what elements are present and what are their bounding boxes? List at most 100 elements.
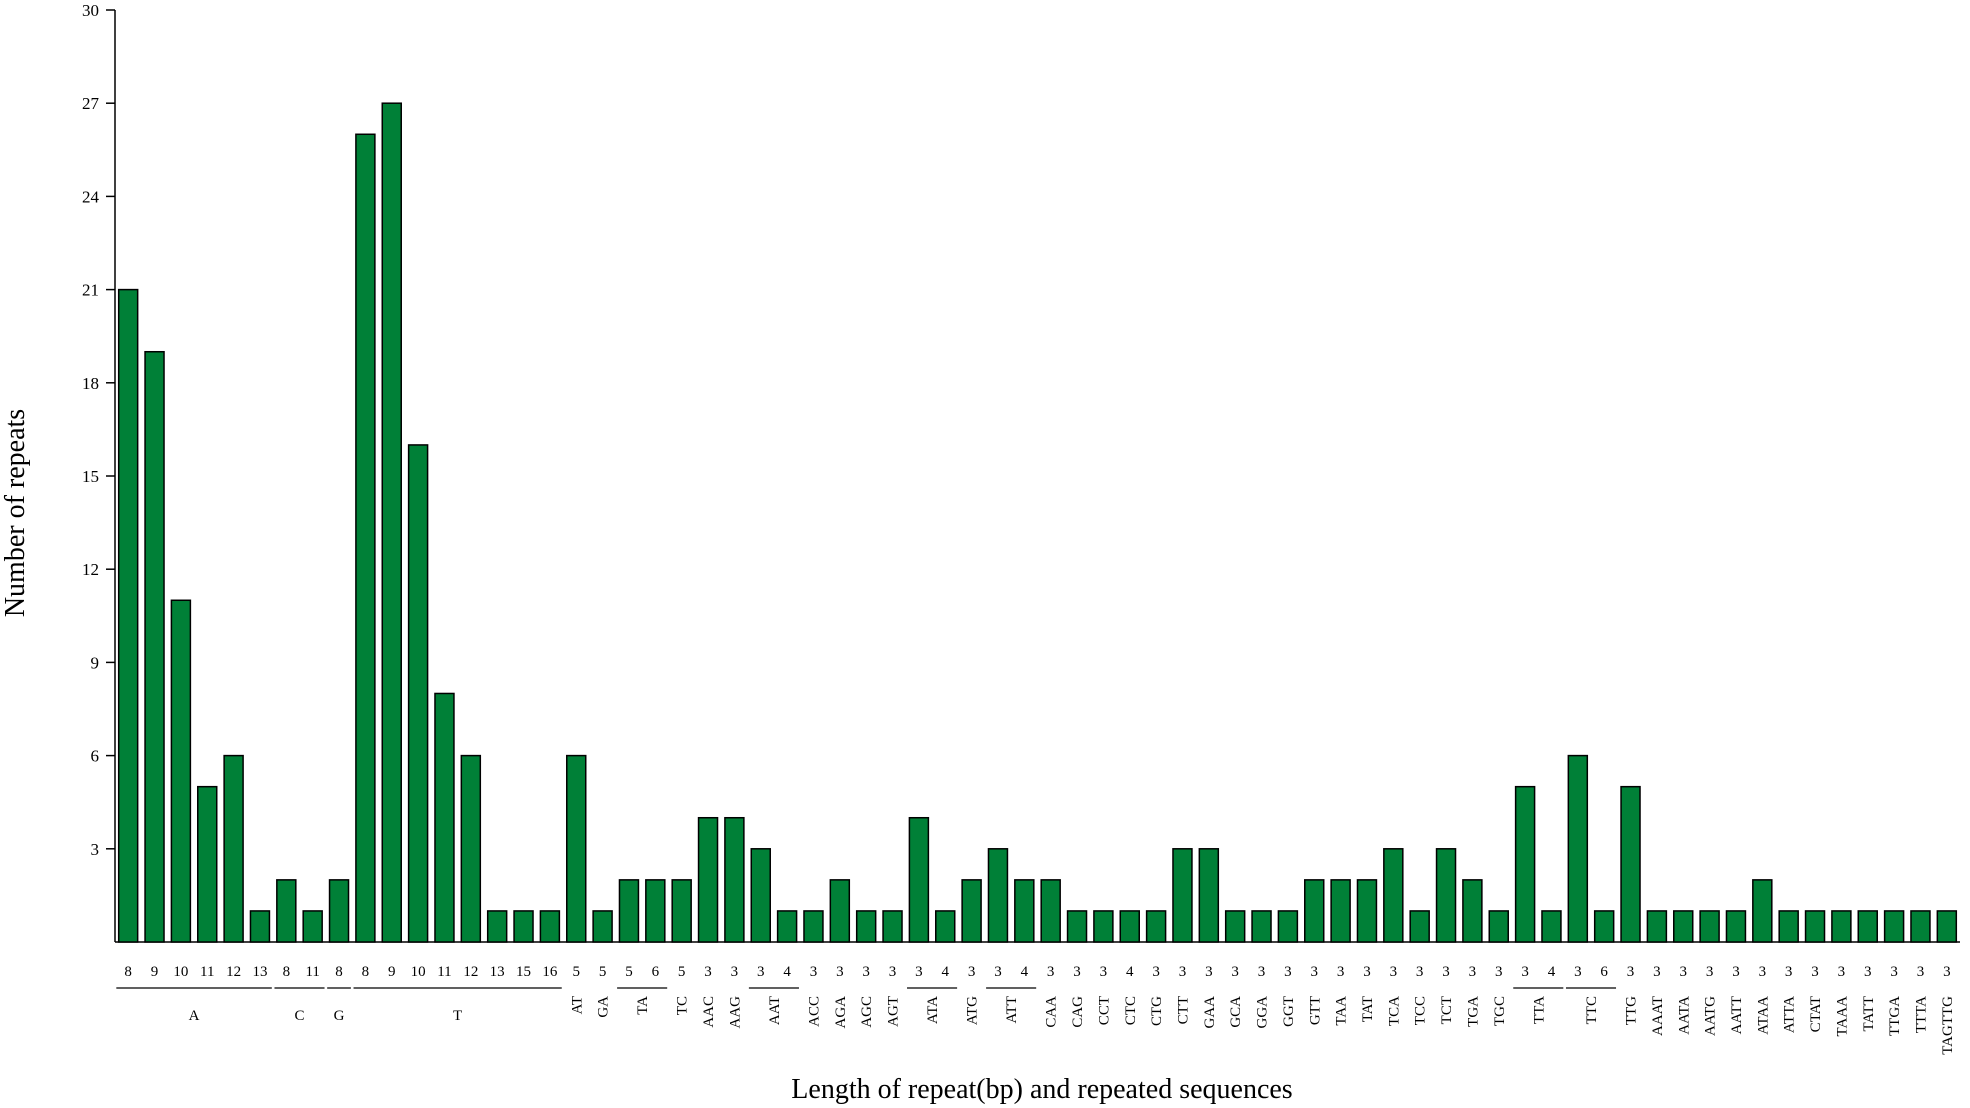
- bar: [381, 102, 402, 943]
- sequence-label: TCA: [1386, 996, 1402, 1026]
- bar: [1304, 879, 1325, 943]
- repeat-length-label: 3: [889, 964, 897, 980]
- bar: [935, 910, 956, 943]
- bar: [539, 910, 561, 943]
- repeat-length-label: 3: [1442, 964, 1450, 980]
- sequence-label: AATG: [1703, 996, 1719, 1036]
- repeat-length-label: 3: [1495, 964, 1503, 980]
- repeat-length-label: 3: [1284, 964, 1292, 980]
- repeat-length-label: 10: [173, 964, 188, 980]
- bar: [460, 754, 482, 943]
- sequence-label: TAT: [1360, 996, 1376, 1022]
- repeat-length-label: 3: [862, 964, 870, 980]
- sequence-label: TGA: [1465, 996, 1481, 1027]
- bar: [645, 879, 666, 943]
- repeat-length-label: 3: [1706, 964, 1714, 980]
- sequence-label: GTT: [1307, 996, 1323, 1025]
- sequence-label: CCT: [1096, 996, 1112, 1025]
- bar: [407, 444, 429, 943]
- y-ticks: 3 6 9 12 15 18 21 24 27 30: [82, 1, 115, 859]
- bar: [1778, 910, 1799, 943]
- sequence-label: TAA: [1334, 996, 1350, 1026]
- repeat-length-label: 4: [1548, 964, 1556, 980]
- repeat-length-label: 3: [1047, 964, 1055, 980]
- sequence-label: GGT: [1281, 996, 1297, 1027]
- repeat-length-label: 11: [437, 964, 451, 980]
- bar: [1857, 910, 1878, 943]
- repeat-length-label: 5: [573, 964, 581, 980]
- bar: [486, 910, 508, 943]
- repeat-length-label: 16: [542, 964, 558, 980]
- repeat-length-label: 3: [1311, 964, 1319, 980]
- repeat-length-label: 3: [1390, 964, 1398, 980]
- bar: [1040, 879, 1061, 943]
- repeat-length-label: 3: [1469, 964, 1477, 980]
- y-tick-label: 6: [91, 747, 100, 766]
- bar: [197, 785, 218, 943]
- bar: [1435, 848, 1457, 943]
- repeat-length-label: 5: [625, 964, 633, 980]
- sequence-label: TAAA: [1834, 996, 1850, 1037]
- sequence-label: AAAT: [1650, 996, 1666, 1036]
- bar: [1831, 910, 1852, 943]
- sequence-label: AGC: [859, 996, 875, 1028]
- sequence-label: AATT: [1729, 996, 1745, 1034]
- sequence-label: TTA: [1531, 996, 1547, 1024]
- bar: [1646, 910, 1668, 943]
- sequence-label: TTG: [1624, 996, 1640, 1025]
- bar: [1883, 910, 1905, 943]
- repeat-length-label: 3: [1811, 964, 1819, 980]
- bar: [1541, 910, 1562, 943]
- bar: [1910, 910, 1931, 943]
- repeat-length-label: 8: [124, 964, 132, 980]
- bar: [249, 910, 271, 943]
- repeat-length-label: 3: [1073, 964, 1081, 980]
- sequence-label: AGA: [833, 996, 849, 1029]
- bar: [1224, 910, 1246, 943]
- bar: [724, 816, 745, 943]
- sequence-label: CAG: [1070, 996, 1086, 1028]
- repeat-length-label: 12: [226, 964, 241, 980]
- sequence-label: AATA: [1676, 996, 1692, 1035]
- repeat-length-label: 12: [463, 964, 478, 980]
- bar: [987, 848, 1009, 943]
- repeat-length-label: 4: [1021, 964, 1029, 980]
- bar: [829, 879, 851, 943]
- repeat-length-label: 3: [1100, 964, 1108, 980]
- bar: [1593, 910, 1615, 943]
- repeat-length-label: 3: [1759, 964, 1767, 980]
- bar: [1409, 910, 1430, 943]
- bar: [1330, 879, 1351, 943]
- bar: [223, 754, 244, 943]
- bar: [1356, 879, 1378, 943]
- repeat-length-label: 3: [1574, 964, 1582, 980]
- repeat-length-label: 3: [1917, 964, 1925, 980]
- sequence-label: TTC: [1584, 996, 1600, 1024]
- bar: [355, 133, 376, 943]
- repeat-length-label: 3: [1416, 964, 1424, 980]
- repeat-length-label: 3: [1943, 964, 1951, 980]
- y-axis-title: Number of repeats: [0, 409, 31, 617]
- sequence-label: G: [334, 1008, 345, 1024]
- repeat-length-label: 13: [252, 964, 267, 980]
- bar: [697, 816, 719, 943]
- sequence-label: AAT: [767, 996, 783, 1025]
- bar: [328, 879, 350, 943]
- repeat-length-label: 4: [783, 964, 791, 980]
- repeat-length-label: 3: [704, 964, 712, 980]
- bar: [776, 910, 798, 943]
- repeat-length-label: 3: [1521, 964, 1529, 980]
- repeat-length-label: 3: [1838, 964, 1846, 980]
- repeat-length-label: 3: [1205, 964, 1213, 980]
- bar: [961, 879, 982, 943]
- bar: [1462, 879, 1483, 943]
- repeat-length-label: 3: [1864, 964, 1872, 980]
- sequence-label: C: [294, 1008, 304, 1024]
- sequence-label: CTAT: [1808, 996, 1824, 1032]
- repeat-length-label: 13: [490, 964, 505, 980]
- bar: [1752, 879, 1773, 943]
- repeat-length-label: 3: [1627, 964, 1635, 980]
- repeat-length-label: 9: [388, 964, 396, 980]
- bar: [750, 848, 771, 943]
- bar: [803, 910, 824, 943]
